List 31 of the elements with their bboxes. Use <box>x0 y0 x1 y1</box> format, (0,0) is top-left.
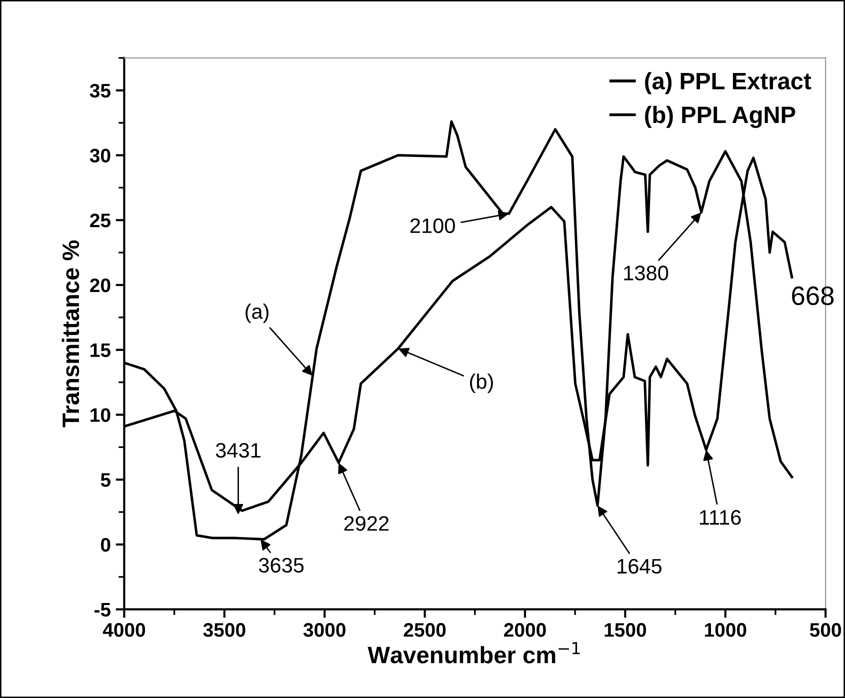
y-tick-label: 20 <box>90 278 110 292</box>
x-tick-label: 2500 <box>404 623 446 637</box>
annotation: (a) <box>246 304 268 324</box>
y-tick-label: 15 <box>90 344 110 358</box>
x-tick-label: 3500 <box>203 623 246 637</box>
annotation: 1116 <box>700 510 741 525</box>
x-tick-label: 1000 <box>704 623 746 637</box>
annotation: 1380 <box>624 266 668 280</box>
x-tick-label: 4000 <box>102 623 146 637</box>
x-tick-label: 500 <box>810 623 841 637</box>
y-axis-title: Transmittance % <box>62 240 80 428</box>
x-axis-title: Wavenumber cm$^{−1}$ <box>368 642 580 664</box>
annotation: 668 <box>792 286 834 306</box>
y-tick-label: -5 <box>94 603 110 617</box>
x-tick-label: 1500 <box>604 623 646 637</box>
x-tick-label: 3000 <box>303 623 346 637</box>
y-tick-label: 0 <box>100 538 110 552</box>
y-tick-label: 25 <box>90 214 110 228</box>
y-tick-label: 5 <box>100 473 110 487</box>
legend-label: (b) PPL AgNP <box>645 106 796 128</box>
annotation: 2922 <box>344 516 389 531</box>
y-tick-label: 10 <box>90 408 110 422</box>
annotation: 3431 <box>216 442 260 458</box>
annotation: 3635 <box>258 558 304 573</box>
legend-label: (a) PPL Extract <box>645 72 812 94</box>
y-tick-label: 30 <box>90 148 110 163</box>
y-tick-label: 35 <box>90 84 110 98</box>
x-tick-label: 2000 <box>504 623 546 637</box>
annotation: (b) <box>470 374 493 393</box>
annotation: 2100 <box>410 218 455 234</box>
annotation: 1645 <box>618 558 662 574</box>
